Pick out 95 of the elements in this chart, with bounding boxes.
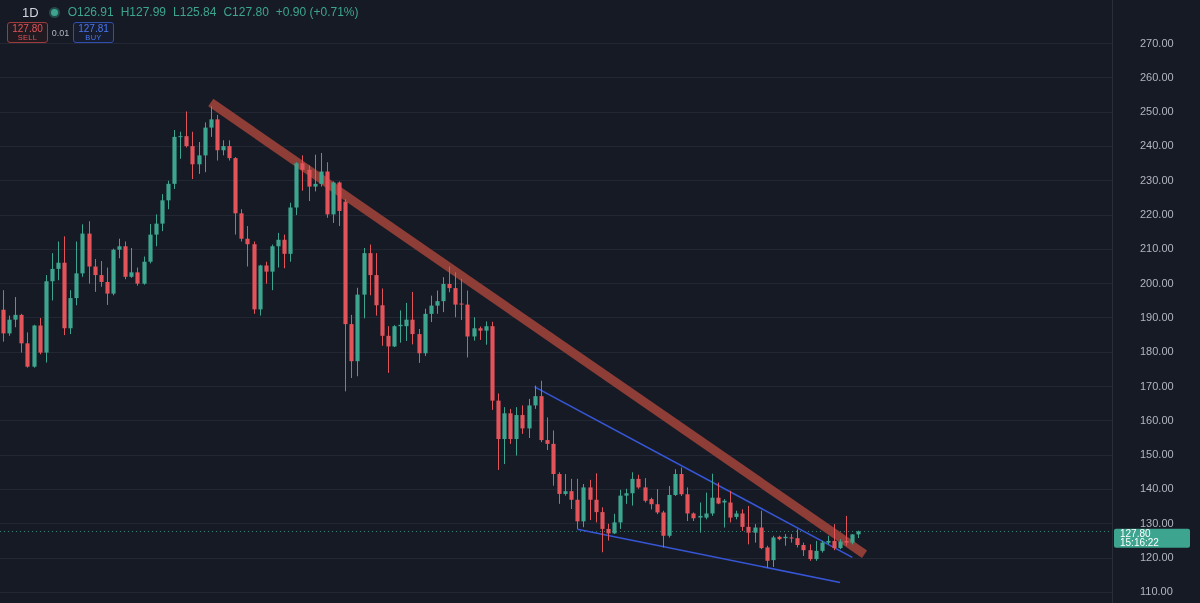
y-tick-label: 270.00 <box>1140 36 1174 49</box>
candlestick <box>166 180 171 210</box>
candlestick <box>99 260 104 288</box>
y-tick-label: 150.00 <box>1140 448 1174 461</box>
candlestick <box>209 105 214 138</box>
annotation: H127.99 <box>120 5 167 19</box>
candlestick <box>588 479 593 521</box>
candlestick <box>160 193 165 232</box>
candlestick <box>307 164 312 202</box>
y-tick-label: 120.00 <box>1140 551 1174 564</box>
candlestick <box>655 488 660 515</box>
candlestick <box>178 131 183 160</box>
candlestick <box>746 505 751 545</box>
candlestick <box>679 467 684 497</box>
candlestick <box>7 315 12 337</box>
y-tick-label: 220.00 <box>1140 208 1174 221</box>
annotation: C127.80 <box>223 5 269 19</box>
candlestick <box>832 523 837 551</box>
candlestick <box>661 510 666 548</box>
candlestick <box>13 296 18 328</box>
candlestick <box>386 325 391 374</box>
candlestick <box>25 331 30 369</box>
candlestick <box>392 324 397 348</box>
candlestick <box>264 261 269 285</box>
candlestick <box>527 398 532 439</box>
candlestick <box>728 490 733 523</box>
candlestick <box>197 141 202 175</box>
y-tick-label: 250.00 <box>1140 105 1174 118</box>
y-tick-label: 110.00 <box>1140 585 1173 598</box>
annotation: +0.90 (+0.71%) <box>275 5 359 19</box>
candlestick <box>722 498 727 529</box>
candlestick <box>50 252 55 301</box>
candlestick <box>447 266 452 293</box>
y-tick-label: 190.00 <box>1140 311 1174 323</box>
candlestick <box>410 291 415 345</box>
y-tick-label: 200.00 <box>1140 276 1174 289</box>
candlestick <box>129 247 134 279</box>
candlestick <box>612 513 617 535</box>
y-tick-label: 130.00 <box>1140 516 1174 529</box>
y-tick-label: 180.00 <box>1140 345 1174 358</box>
y-tick-label: 240.00 <box>1140 139 1174 152</box>
candlestick <box>557 471 562 505</box>
candlestick <box>245 225 250 268</box>
candlestick <box>472 316 477 342</box>
candlestick <box>417 328 422 364</box>
candlestick <box>276 232 281 269</box>
candlestick <box>142 256 147 286</box>
candlestick <box>190 131 195 180</box>
candlestick <box>545 416 550 451</box>
candlestick <box>93 258 98 293</box>
candlestick <box>569 478 574 510</box>
candlestick <box>600 506 605 553</box>
annotation: 127.81 <box>78 22 109 34</box>
candlestick <box>533 385 538 410</box>
candlestick <box>814 540 819 562</box>
candlestick <box>282 234 287 269</box>
candlestick <box>710 473 715 517</box>
candlestick <box>563 473 568 497</box>
y-tick-label: 170.00 <box>1140 379 1174 392</box>
candlestick <box>441 276 446 313</box>
candlestick <box>630 471 635 507</box>
candlestick <box>795 528 800 548</box>
candlestick <box>429 295 434 323</box>
candlestick <box>319 152 324 188</box>
y-tick-label: 230.00 <box>1140 173 1174 186</box>
candlestick <box>673 468 678 497</box>
candlestick <box>227 139 232 162</box>
candlestick <box>594 472 599 523</box>
candlestick <box>105 267 110 306</box>
annotation: O126.91 <box>67 5 114 19</box>
candlestick <box>117 238 122 259</box>
candlestick <box>740 508 745 532</box>
candlestick <box>368 244 373 296</box>
y-tick-label: 260.00 <box>1140 70 1174 83</box>
annotation: 127.80 <box>12 22 43 34</box>
candlestick <box>1 289 6 343</box>
y-tick-label: 140.00 <box>1140 482 1174 495</box>
candlestick <box>575 478 580 530</box>
candlestick <box>135 267 140 287</box>
annotation: 0.01 <box>50 27 71 38</box>
candlestick <box>56 240 61 281</box>
y-tick-label: 210.00 <box>1140 242 1174 255</box>
candlestick <box>435 290 440 315</box>
annotation: L125.84 <box>173 5 217 19</box>
chart-title: 1D <box>22 4 39 20</box>
y-tick-label: 160.00 <box>1140 413 1174 426</box>
candlestick <box>771 535 776 568</box>
candlestick <box>685 486 690 522</box>
candlestick <box>300 154 305 192</box>
candlestick <box>844 515 849 547</box>
candlestick <box>313 154 318 192</box>
candlestick <box>520 404 525 435</box>
candlestick <box>484 320 489 346</box>
candlestick <box>184 110 189 148</box>
candlestick <box>154 213 159 247</box>
